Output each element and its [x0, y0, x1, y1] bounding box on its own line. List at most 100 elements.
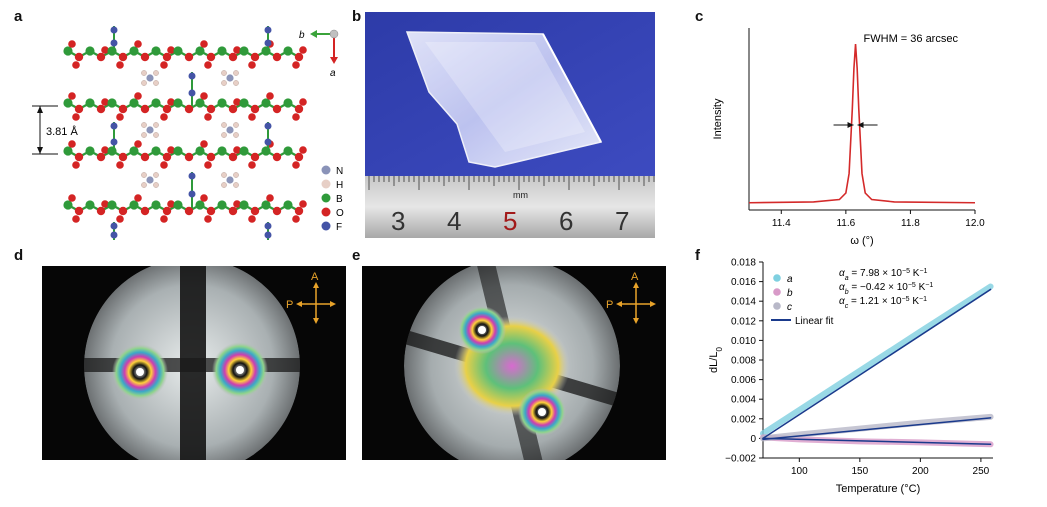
atom	[228, 104, 238, 114]
y-tick-label: 0.016	[731, 277, 756, 288]
atom	[204, 113, 212, 121]
atom	[188, 89, 196, 97]
polarizer-label-e: P	[606, 299, 613, 311]
atom	[264, 222, 272, 230]
atom	[233, 46, 241, 54]
atom	[294, 104, 304, 114]
atom	[110, 26, 118, 34]
atom	[206, 52, 216, 62]
ruler	[365, 176, 655, 238]
atom	[264, 138, 272, 146]
layer-spacing-indicator	[32, 105, 58, 155]
x-tick-label: 11.6	[836, 218, 855, 229]
atom	[299, 146, 307, 154]
panel-letter-b: b	[352, 8, 362, 25]
panel-letter-e: e	[352, 247, 361, 264]
atom	[162, 104, 172, 114]
ruler-number: 5	[503, 206, 517, 236]
legend-swatch-b	[321, 193, 331, 203]
atom	[134, 40, 142, 48]
atom	[239, 46, 249, 56]
atom	[116, 113, 124, 121]
ruler-number: 3	[391, 206, 405, 236]
rocking-curve-chart: 11.4 11.6 11.8 12.0 FWHM = 36 arcsec Intensit…	[712, 28, 985, 247]
atom	[72, 215, 80, 223]
atom	[160, 161, 168, 169]
atom	[188, 72, 196, 80]
atom	[272, 152, 282, 162]
atom	[204, 215, 212, 223]
coefficient-alpha-c: αc = 1.21 × 10−5 K−1	[839, 296, 927, 310]
atom	[228, 206, 238, 216]
analyzer-label-e: A	[631, 271, 639, 283]
crystal-layers	[63, 26, 307, 240]
x-tick-label: 12.0	[965, 218, 985, 229]
legend-swatch-f	[321, 221, 331, 231]
atom	[283, 146, 293, 156]
atom	[116, 61, 124, 69]
atom	[167, 46, 175, 54]
atom	[250, 206, 260, 216]
atom	[68, 194, 76, 202]
atom	[116, 161, 124, 169]
atom	[160, 113, 168, 121]
atom	[248, 215, 256, 223]
series-a	[760, 283, 994, 437]
atom	[233, 146, 241, 154]
atom	[233, 98, 241, 106]
atom	[292, 113, 300, 121]
atom	[264, 231, 272, 239]
atom	[110, 122, 118, 130]
atom	[173, 98, 183, 108]
atom	[134, 92, 142, 100]
atom	[188, 190, 196, 198]
atom	[63, 200, 73, 210]
atom	[68, 92, 76, 100]
axis-a-label: a	[330, 68, 336, 79]
atom	[261, 146, 271, 156]
borate-layer	[63, 40, 307, 69]
atom	[74, 52, 84, 62]
y-tick-label: 0.010	[731, 336, 756, 347]
atom	[261, 46, 271, 56]
atom	[283, 200, 293, 210]
crystal-photo: 3 4 5 6 7 mm	[365, 12, 655, 238]
atom	[217, 46, 227, 56]
atom	[299, 200, 307, 208]
atom	[200, 40, 208, 48]
ruler-number: 6	[559, 206, 573, 236]
legend-swatch-a	[773, 274, 781, 282]
atom	[85, 200, 95, 210]
atom	[173, 46, 183, 56]
atom	[173, 146, 183, 156]
y-tick-label: −0.002	[725, 454, 756, 465]
atom	[140, 104, 150, 114]
legend-label: Linear fit	[795, 316, 834, 327]
atom	[162, 206, 172, 216]
atom	[110, 138, 118, 146]
ruler-unit: mm	[513, 190, 528, 200]
panel-letter-c: c	[695, 8, 704, 25]
legend-label-b: B	[336, 194, 343, 205]
panel-letter-d: d	[14, 247, 24, 264]
conoscopic-image-d: A P	[42, 266, 346, 460]
legend-label-o: O	[336, 208, 344, 219]
atom	[110, 231, 118, 239]
atom	[283, 46, 293, 56]
x-axis-label: Temperature (°C)	[836, 483, 920, 495]
atom	[74, 104, 84, 114]
atom	[266, 92, 274, 100]
atom	[217, 146, 227, 156]
y-axis-label: Intensity	[712, 98, 724, 139]
atom	[184, 104, 194, 114]
legend-label: c	[787, 302, 792, 313]
ruler-numbers: 3 4 5 6 7	[391, 206, 629, 236]
atom	[107, 98, 117, 108]
atom	[195, 98, 205, 108]
atom	[184, 206, 194, 216]
atom	[299, 46, 307, 54]
borate-layer	[63, 92, 307, 121]
legend-swatch-n	[321, 165, 331, 175]
x-tick-label: 100	[791, 466, 808, 477]
atom	[167, 98, 175, 106]
